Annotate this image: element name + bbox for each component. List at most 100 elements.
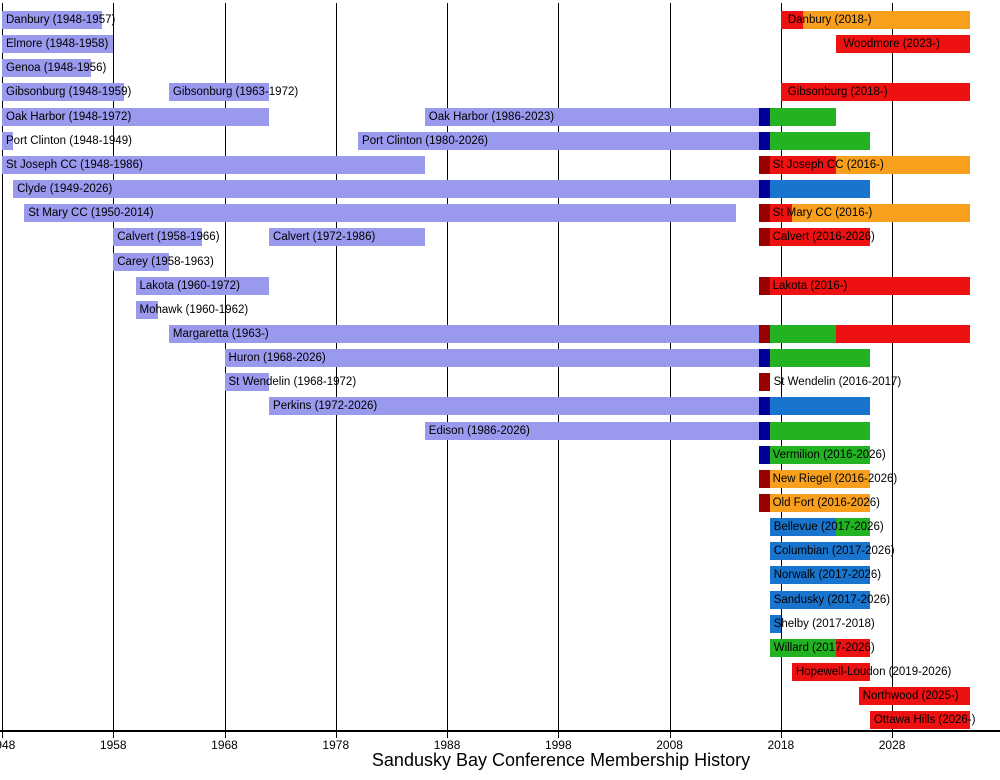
bar-segment-red — [769, 276, 970, 295]
bar-segment-purple — [224, 349, 759, 368]
bar-label-columbian-2017-2026: Columbian (2017-2026) — [773, 545, 895, 558]
bar-segment-purple — [2, 131, 14, 150]
bar-label-st-mary-cc-1950-2014: St Mary CC (1950-2014) — [28, 207, 154, 220]
bar-segment-red — [869, 711, 970, 730]
bar-segment-red — [836, 35, 970, 54]
bar-label-st-wendelin-2016-2017: St Wendelin (2016-2017) — [773, 376, 902, 389]
x-tick-label-2008: 2008 — [656, 738, 683, 752]
bar-segment-blue — [769, 590, 870, 609]
bar-segment-purple — [2, 11, 103, 29]
bar-segment-green — [836, 518, 870, 537]
bar-segment-purple — [2, 155, 425, 174]
bar-segment-purple — [269, 397, 759, 416]
bar-label-lakota-1960-1972: Lakota (1960-1972) — [139, 279, 240, 292]
bar-label-woodmore-2023: Woodmore (2023-) — [843, 38, 940, 51]
bar-segment-purple — [113, 252, 169, 271]
bar-label-port-clinton-1948-1949: Port Clinton (1948-1949) — [6, 134, 132, 147]
bar-segment-navy — [758, 107, 770, 126]
timeline-row-bellevue: Bellevue (2017-2026) — [0, 518, 1000, 537]
timeline-row-new-riegel: New Riegel (2016-2026) — [0, 469, 1000, 488]
bar-segment-purple — [168, 83, 270, 102]
bar-segment-green — [769, 445, 870, 464]
bar-label-gibsonburg-1948-1959: Gibsonburg (1948-1959) — [6, 86, 132, 99]
timeline-row-columbian: Columbian (2017-2026) — [0, 542, 1000, 561]
bar-segment-orange — [769, 494, 870, 512]
bar-segment-orange — [803, 11, 970, 29]
x-tick-2028 — [892, 731, 894, 738]
timeline-row-gibsonburg: Gibsonburg (1948-1959) Gibsonburg (1963-1… — [0, 83, 1000, 102]
x-tick-label-2018: 2018 — [767, 738, 795, 752]
bar-segment-purple — [135, 300, 158, 319]
bar-label-calvert-1972-1986: Calvert (1972-1986) — [273, 231, 376, 244]
bar-segment-purple — [424, 421, 759, 440]
x-tick-1988 — [447, 731, 449, 738]
timeline-row-oak-harbor: Oak Harbor (1948-1972) Oak Harbor (1986-2… — [0, 107, 1000, 126]
bar-segment-maroon — [758, 155, 770, 174]
bar-label-sandusky-2017-2026: Sandusky (2017-2026) — [773, 593, 891, 606]
bar-label-lakota-2016: Lakota (2016-) — [772, 279, 848, 292]
bar-segment-purple — [269, 228, 425, 247]
timeline-row-st-mary-cc: St Mary CC (1950-2014) St Mary CC (2016-) — [0, 204, 1000, 223]
bar-segment-red — [836, 324, 970, 343]
bar-segment-red — [836, 638, 870, 657]
x-tick-2018 — [780, 731, 782, 738]
bar-segment-blue — [769, 518, 837, 537]
timeline-row-danbury: Danbury (1948-1957) Danbury (2018-) — [0, 11, 1000, 29]
bar-label-hopewell-loudon-2019-2026: Hopewell-Loudon (2019-2026) — [795, 666, 952, 679]
bar-segment-blue — [769, 566, 870, 585]
bar-segment-navy — [758, 349, 770, 368]
x-tick-2008 — [669, 731, 671, 738]
bar-segment-red — [780, 83, 970, 102]
bar-label-clyde-1949-2026: Clyde (1949-2026) — [17, 183, 113, 196]
bar-segment-blue — [769, 397, 870, 416]
timeline-row-carey: Carey (1958-1963) — [0, 252, 1000, 271]
bar-label-port-clinton-1980-2026: Port Clinton (1980-2026) — [362, 134, 488, 147]
bar-segment-maroon — [758, 228, 770, 247]
timeline-row-hopewell-loudon: Hopewell-Loudon (2019-2026) — [0, 663, 1000, 682]
timeline-row-genoa: Genoa (1948-1956) — [0, 59, 1000, 78]
bar-segment-red — [769, 204, 792, 223]
bar-label-calvert-2016-2026: Calvert (2016-2026) — [772, 231, 875, 244]
bar-segment-maroon — [758, 276, 770, 295]
bar-segment-purple — [2, 59, 91, 78]
timeline-row-st-wendelin: St Wendelin (1968-1972) St Wendelin (2016… — [0, 373, 1000, 392]
x-tick-1958 — [113, 731, 115, 738]
bar-label-new-riegel-2016-2026: New Riegel (2016-2026) — [772, 472, 898, 485]
timeline-row-port-clinton: Port Clinton (1948-1949) Port Clinton (19… — [0, 131, 1000, 150]
timeline-row-calvert: Calvert (1958-1966) Calvert (1972-1986) Ca… — [0, 228, 1000, 247]
bar-segment-red — [769, 155, 837, 174]
bar-segment-blue — [769, 180, 870, 199]
bar-segment-green — [769, 107, 837, 126]
timeline-row-norwalk: Norwalk (2017-2026) — [0, 566, 1000, 585]
x-axis-line — [0, 730, 1000, 732]
bar-label-danbury-2018: Danbury (2018-) — [787, 14, 872, 26]
bar-segment-navy — [758, 421, 770, 440]
x-tick-label-1968: 1968 — [211, 738, 238, 752]
bar-segment-navy — [758, 180, 770, 199]
bar-segment-green — [769, 638, 837, 657]
x-tick-1948 — [2, 731, 3, 738]
timeline-row-ottawa-hills: Ottawa Hills (2026-) — [0, 711, 1000, 730]
bar-label-vermilion-2016-2026: Vermilion (2016-2026) — [772, 448, 886, 461]
timeline-row-edison: Edison (1986-2026) — [0, 421, 1000, 440]
gridline-1948 — [2, 3, 3, 731]
bar-segment-purple — [224, 373, 270, 392]
bar-segment-navy — [758, 397, 770, 416]
bar-segment-purple — [358, 131, 759, 150]
bar-label-st-joseph-cc-2016: St Joseph CC (2016-) — [772, 158, 884, 171]
timeline-row-st-joseph-cc: St Joseph CC (1948-1986) St Joseph CC (20… — [0, 155, 1000, 174]
bar-segment-green — [769, 349, 870, 368]
bar-segment-navy — [758, 445, 770, 464]
bar-segment-purple — [168, 324, 759, 343]
bar-segment-purple — [135, 276, 270, 295]
chart-title: Sandusky Bay Conference Membership Histo… — [371, 750, 751, 770]
x-tick-label-1988: 1988 — [433, 738, 461, 752]
bar-label-margaretta-1963: Margaretta (1963-) — [172, 327, 269, 340]
x-tick-label-1958: 1958 — [99, 738, 127, 752]
bar-label-mohawk-1960-1962: Mohawk (1960-1962) — [139, 303, 249, 316]
bar-label-genoa-1948-1956: Genoa (1948-1956) — [6, 62, 107, 75]
x-tick-1968 — [224, 731, 226, 738]
timeline-row-shelby: Shelby (2017-2018) — [0, 614, 1000, 633]
bar-label-northwood-2025: Northwood (2025-) — [862, 690, 959, 703]
